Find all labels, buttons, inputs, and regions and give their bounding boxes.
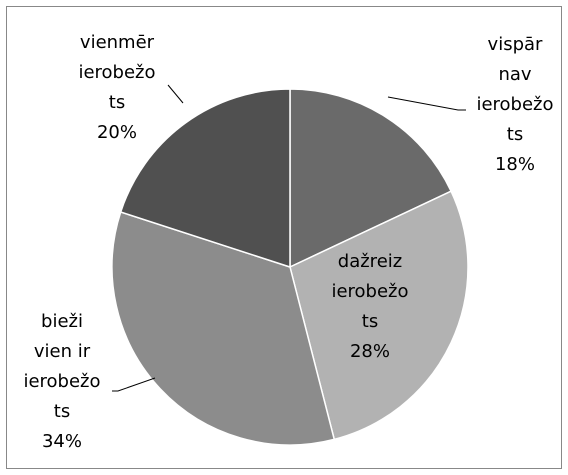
pie-slice <box>119 88 291 269</box>
slice-label: bieži vien ir ierobežo ts <box>23 311 100 422</box>
slice-value-label: 34% <box>42 431 82 452</box>
slice-value-label: 28% <box>350 341 390 362</box>
slice-value-label: 18% <box>495 154 535 175</box>
leader-line <box>387 96 466 111</box>
slice-label: vienmēr ierobežo ts <box>78 32 155 113</box>
leader-line <box>112 377 156 392</box>
slice-label: dažreiz ierobežo ts <box>331 251 408 332</box>
slice-value-label: 20% <box>97 122 137 143</box>
leader-line <box>167 84 184 104</box>
pie-slice <box>289 190 469 441</box>
slice-label: vispār nav ierobežo ts <box>476 34 553 145</box>
pie-slice <box>289 88 453 269</box>
pie-slice <box>111 211 336 446</box>
